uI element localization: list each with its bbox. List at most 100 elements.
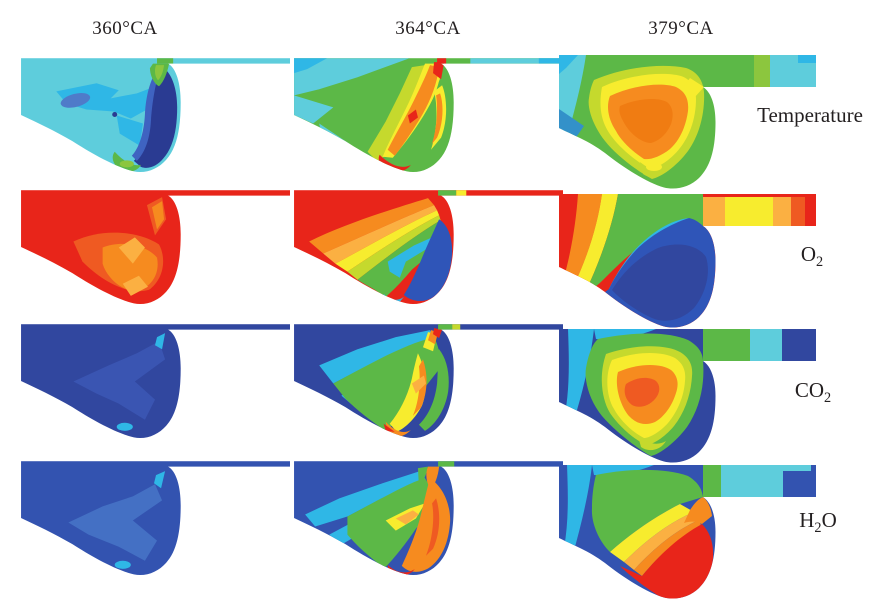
contour-field xyxy=(294,190,563,305)
contour-band xyxy=(684,78,704,98)
contour-band xyxy=(319,330,435,384)
row-label-text: Temperature xyxy=(757,103,863,127)
contour-band xyxy=(425,498,440,556)
contour-field xyxy=(559,465,816,599)
contour-band xyxy=(305,471,425,527)
contour-spot xyxy=(154,471,166,489)
contour-field xyxy=(294,461,563,576)
panel-o2-364ca xyxy=(294,190,563,305)
squish-band xyxy=(438,461,455,467)
squish-band xyxy=(721,465,783,497)
contour-field xyxy=(294,58,563,173)
column-header-379ca: 379°CA xyxy=(648,18,714,39)
contour-band xyxy=(395,510,419,525)
contour-field xyxy=(21,190,290,305)
contour-band xyxy=(294,58,328,74)
contour-band xyxy=(624,512,699,570)
squish-band xyxy=(791,197,805,226)
contour-field xyxy=(21,461,290,576)
panel-o2-360ca xyxy=(21,190,290,305)
panel-temperature-379ca xyxy=(559,55,816,189)
contour-band xyxy=(572,194,618,293)
contour-band xyxy=(387,237,433,278)
column-header-360ca: 360°CA xyxy=(92,18,158,39)
contour-band xyxy=(294,95,334,124)
contour-band xyxy=(389,353,426,432)
contour-band xyxy=(131,73,160,161)
panel-co2-379ca xyxy=(559,329,816,463)
contour-band xyxy=(309,198,435,254)
contour-spot xyxy=(116,422,133,431)
contour-band xyxy=(565,329,594,420)
squish-band xyxy=(157,58,174,64)
contour-band xyxy=(564,465,592,554)
contour-band xyxy=(118,237,145,264)
contour-band xyxy=(426,466,440,490)
contour-band xyxy=(116,115,143,146)
panel-o2-379ca xyxy=(559,194,816,328)
squish-band xyxy=(452,324,461,330)
contour-band xyxy=(559,55,578,74)
contour-band xyxy=(417,466,429,487)
contour-band xyxy=(563,194,602,289)
contour-field xyxy=(559,329,816,463)
row-label-text: O xyxy=(821,508,837,532)
squish-band xyxy=(783,465,811,471)
squish-band xyxy=(703,329,750,361)
squish-band xyxy=(754,55,770,87)
panel-h2o-379ca xyxy=(559,465,816,599)
contour-band xyxy=(56,83,172,119)
contour-field xyxy=(294,324,563,439)
contour-field xyxy=(21,324,290,439)
contour-spot xyxy=(407,109,418,124)
contour-band xyxy=(684,497,712,524)
row-label-subscript: 2 xyxy=(814,520,822,537)
contour-band xyxy=(585,194,703,293)
contour-band xyxy=(387,65,440,156)
contour-spot xyxy=(411,375,426,394)
contour-band xyxy=(624,377,660,407)
contour-band xyxy=(640,162,668,178)
contour-band xyxy=(610,504,694,562)
contour-spot xyxy=(114,560,131,569)
squish-band xyxy=(538,58,563,64)
contour-band xyxy=(432,93,443,144)
row-label-text: H xyxy=(799,508,815,532)
row-label-text: CO xyxy=(794,378,825,402)
row-label-subscript: 2 xyxy=(816,254,824,271)
contour-band xyxy=(102,243,158,291)
squish-band xyxy=(750,329,782,361)
base-field xyxy=(21,324,290,439)
contour-band xyxy=(151,201,165,230)
contour-band xyxy=(294,58,410,96)
squish-band xyxy=(798,55,816,63)
contour-band xyxy=(122,275,148,296)
contour-band xyxy=(68,484,163,561)
contour-band xyxy=(591,469,703,552)
row-label-subscript: 2 xyxy=(824,390,832,407)
contour-band xyxy=(401,478,451,572)
contour-band xyxy=(619,98,673,143)
panel-temperature-360ca xyxy=(21,58,290,173)
contour-field xyxy=(559,194,816,328)
contour-spot xyxy=(112,111,118,118)
contour-spot xyxy=(60,93,91,108)
squish-band xyxy=(703,197,725,226)
row-label-h2o: H2O xyxy=(770,508,866,537)
contour-band xyxy=(592,465,654,476)
contour-band xyxy=(403,219,453,302)
contour-band xyxy=(335,210,440,272)
panel-h2o-364ca xyxy=(294,461,563,576)
squish-band xyxy=(470,58,563,64)
contour-band xyxy=(418,349,449,431)
squish-band xyxy=(703,465,721,497)
panel-co2-360ca xyxy=(21,324,290,439)
contour-field xyxy=(559,55,816,189)
row-label-co2: CO2 xyxy=(768,378,858,407)
contour-band xyxy=(154,65,165,81)
squish-band xyxy=(773,197,791,226)
contour-band xyxy=(433,62,445,80)
base-field xyxy=(21,461,290,576)
row-label-o2: O2 xyxy=(772,242,852,271)
